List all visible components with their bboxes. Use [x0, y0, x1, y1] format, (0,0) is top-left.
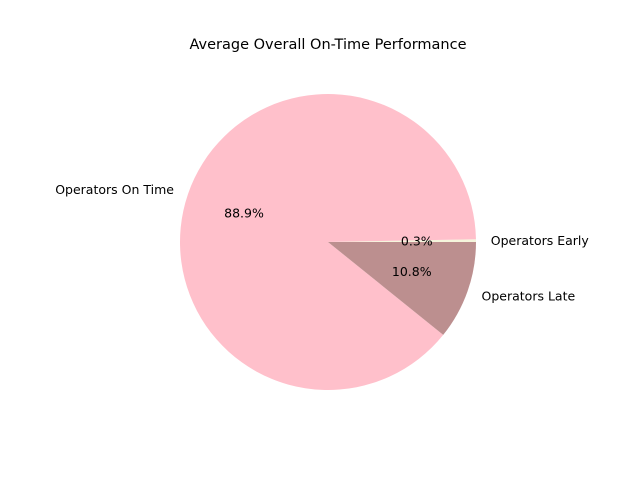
slice-percent-operators-on-time: 88.9%	[224, 206, 264, 221]
slice-percent-operators-late: 10.8%	[392, 264, 432, 279]
pie-labels: Operators Early 0.3% Operators On Time 88.9…	[55, 182, 589, 304]
chart-title: Average Overall On-Time Performance	[189, 37, 466, 53]
slice-percent-operators-early: 0.3%	[401, 234, 433, 249]
pie-slice-operators-early	[328, 239, 476, 242]
slice-label-operators-on-time: Operators On Time	[55, 182, 174, 197]
slice-label-operators-late: Operators Late	[482, 289, 576, 304]
slice-label-operators-early: Operators Early	[491, 233, 590, 248]
pie-slice-operators-on-time	[179, 94, 476, 391]
pie-slice-operators-late	[328, 242, 476, 335]
pie-slices	[179, 94, 476, 391]
